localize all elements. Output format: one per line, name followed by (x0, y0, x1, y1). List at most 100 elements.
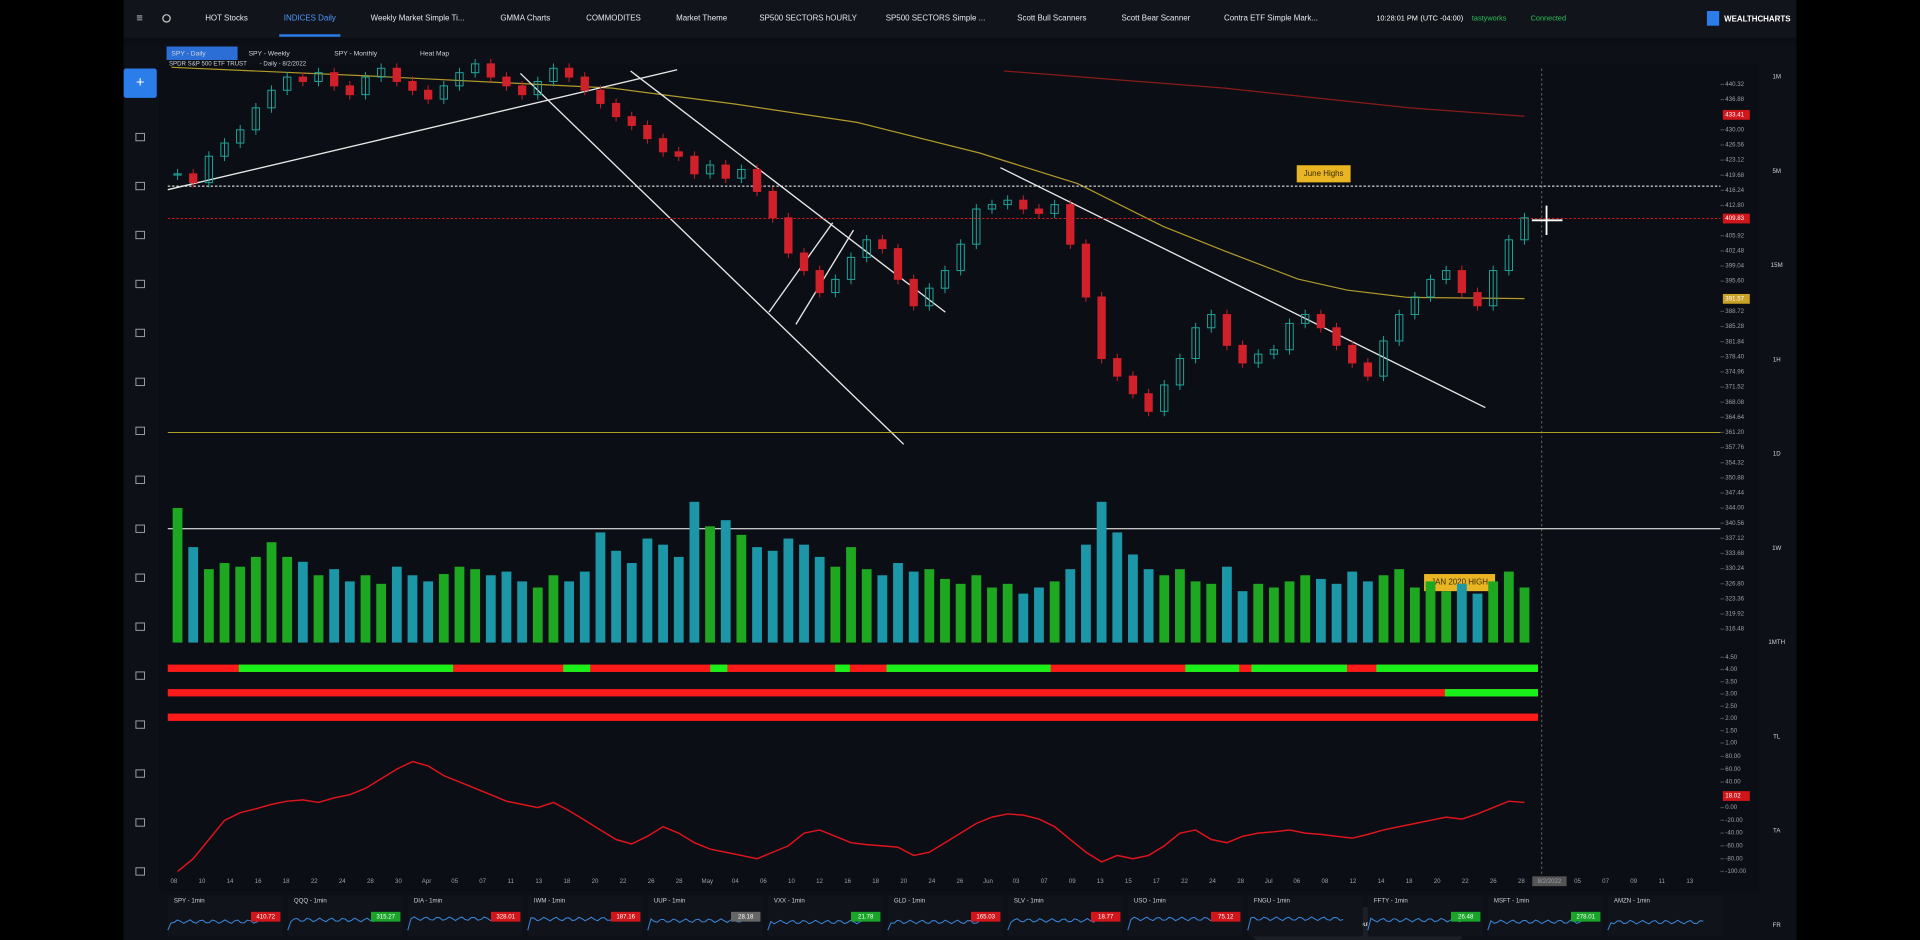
menu-icon[interactable]: ≡ (136, 12, 142, 24)
volume-bar (1175, 569, 1185, 643)
timeframe[interactable]: 15M (1771, 262, 1783, 269)
tool-button[interactable] (135, 279, 145, 289)
timeframe[interactable]: TA (1773, 828, 1781, 835)
tab[interactable]: Scott Bear Scanner (1121, 13, 1190, 22)
candle (940, 270, 950, 289)
tool-button[interactable] (135, 377, 145, 387)
timeframe[interactable]: 1MTH (1768, 639, 1785, 646)
chart-tab[interactable]: Heat Map (420, 51, 449, 58)
x-tick-label: 18 (563, 878, 570, 885)
candle (1489, 270, 1498, 307)
tab[interactable]: Weekly Market Simple Ti... (371, 13, 465, 22)
osc-tick-label: -40.00 (1725, 830, 1743, 837)
moving-average (171, 66, 1525, 300)
x-tick-label: 13 (1097, 878, 1104, 885)
brand: WEALTHCHARTS (1724, 15, 1790, 24)
active-tab-underline (279, 34, 341, 37)
tab[interactable]: HOT Stocks (205, 13, 248, 22)
timeframe[interactable]: 1D (1773, 451, 1781, 458)
signal-rows (167, 664, 1538, 721)
timeframe[interactable]: 5M (1772, 168, 1781, 175)
x-tick-label: 24 (339, 878, 346, 885)
tool-button[interactable] (135, 132, 145, 142)
candle (1285, 322, 1294, 351)
chart-tab[interactable]: SPY - Daily (171, 51, 206, 58)
candle (330, 72, 339, 87)
x-tick-label: 24 (1209, 878, 1216, 885)
tool-button[interactable] (135, 671, 145, 680)
tab[interactable]: SP500 SECTORS hOURLY (759, 13, 857, 22)
tool-button[interactable] (135, 818, 145, 827)
tab[interactable]: INDICES Daily (284, 13, 336, 22)
connection: Connected (1531, 13, 1566, 22)
timeframe[interactable]: TL (1773, 733, 1781, 740)
tool-button[interactable] (135, 769, 145, 778)
tool-button[interactable] (135, 328, 145, 338)
candle (1410, 296, 1420, 316)
tool-button[interactable] (135, 181, 145, 191)
y-tick-label: 347.44 (1725, 490, 1744, 497)
x-tick-label: 28 (367, 878, 374, 885)
tool-button[interactable] (135, 230, 145, 240)
volume-bar (1143, 569, 1154, 643)
timeframe[interactable]: 1M (1772, 74, 1781, 81)
x-tick-label: 16 (255, 878, 262, 885)
y-tick-label: 426.56 (1725, 142, 1744, 149)
tab[interactable]: GMMA Charts (500, 13, 550, 22)
tool-button[interactable] (135, 426, 145, 435)
volume-bar (188, 547, 199, 643)
cursor (1531, 205, 1563, 235)
watch-item[interactable] (1607, 894, 1723, 937)
watch-symbol: GLD - 1min (894, 897, 925, 904)
candle (972, 208, 981, 245)
watch-price-bg (1211, 911, 1241, 922)
tab[interactable]: Scott Bull Scanners (1017, 13, 1086, 22)
x-tick-label: 14 (227, 878, 234, 885)
timeframe[interactable]: FR (1773, 922, 1782, 929)
watch-symbol: UUP - 1min (654, 897, 685, 904)
sparkline (527, 916, 624, 931)
volume-bar (485, 575, 496, 643)
volume-bar (752, 547, 762, 643)
osc-tick-label: 60.00 (1725, 766, 1741, 773)
volume-bar (360, 575, 371, 643)
tab[interactable]: SP500 SECTORS Simple ... (886, 13, 986, 22)
sparkline (887, 919, 984, 931)
timezone: (UTC -04:00) (1420, 13, 1463, 22)
y-tick-label: 395.60 (1725, 278, 1744, 285)
candle (690, 155, 699, 175)
tab[interactable]: Market Theme (676, 13, 728, 22)
tool-button[interactable] (135, 524, 145, 533)
volume-bar (219, 563, 230, 643)
watch-price-bg (251, 911, 281, 922)
chart-tab[interactable]: SPY - Monthly (334, 51, 377, 58)
tab[interactable]: COMMODITES (586, 13, 641, 22)
watch-price: 315.27 (376, 913, 395, 920)
watch-symbol: FNGU - 1min (1254, 897, 1290, 904)
watch-item[interactable] (1247, 894, 1363, 937)
timeframe[interactable]: 1H (1773, 356, 1781, 363)
volume-bar (720, 520, 731, 643)
y-tick-label: 385.28 (1725, 323, 1744, 330)
search-icon[interactable] (162, 14, 171, 23)
timeframe[interactable]: 1W (1772, 545, 1781, 552)
volume-bar (783, 538, 794, 643)
tool-button[interactable] (135, 475, 145, 484)
x-tick-label: 07 (1041, 878, 1048, 885)
candle (1520, 217, 1529, 241)
sparkline (767, 919, 864, 931)
volume-bar (893, 563, 903, 643)
chart-tab[interactable]: SPY - Weekly (249, 51, 291, 58)
add-button[interactable] (123, 68, 157, 98)
volume-bar (1409, 587, 1420, 643)
watch-price-bg (731, 911, 761, 922)
tool-button[interactable] (135, 573, 145, 582)
candle (345, 85, 354, 96)
add-icon: + (136, 75, 145, 91)
tool-button[interactable] (135, 720, 145, 729)
tool-button[interactable] (135, 622, 145, 631)
tool-button[interactable] (135, 867, 145, 876)
tab[interactable]: Contra ETF Simple Mark... (1224, 13, 1318, 22)
watch-price: 187.16 (616, 913, 635, 920)
volume-bar (1519, 587, 1530, 643)
